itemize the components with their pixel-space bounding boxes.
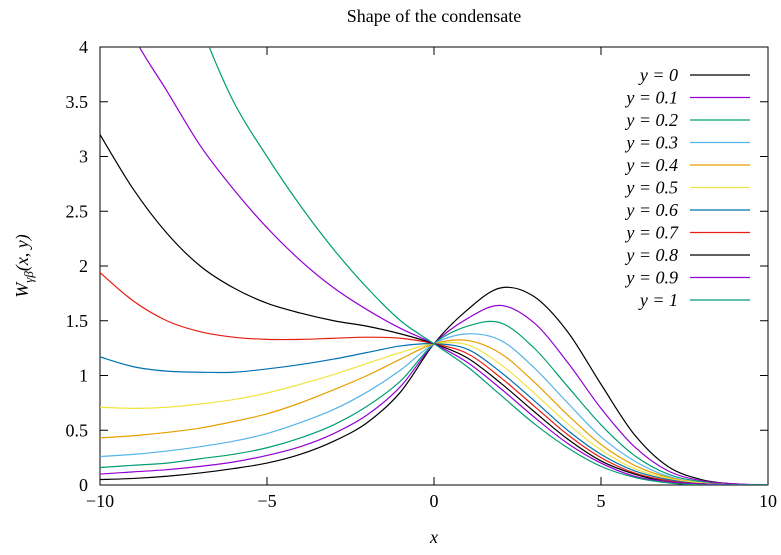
series-line	[100, 333, 768, 485]
y-label-main: W	[12, 281, 32, 298]
y-tick-label: 3	[79, 147, 88, 167]
y-tick-label: 2.5	[66, 201, 89, 221]
series-line	[138, 47, 768, 485]
legend-label: y = 0.2	[624, 110, 678, 130]
y-tick-label: 0.5	[66, 420, 89, 440]
legend-label: y = 0.6	[624, 200, 678, 220]
x-axis-label: x	[429, 527, 438, 547]
legend-label: y = 0.9	[624, 268, 678, 288]
series-line	[100, 343, 768, 485]
x-tick-label: 0	[430, 491, 439, 511]
series-line	[100, 286, 768, 485]
legend-label: y = 0	[638, 65, 678, 85]
y-tick-label: 4	[79, 37, 88, 57]
legend-label: y = 0.7	[624, 223, 679, 243]
x-tick-label: −10	[86, 491, 114, 511]
legend-label: y = 0.5	[624, 178, 678, 198]
y-label-args: (x, y)	[12, 234, 33, 271]
series-line	[100, 341, 768, 485]
x-tick-label: 5	[597, 491, 606, 511]
legend-label: y = 0.3	[624, 133, 678, 153]
legend-label: y = 0.1	[624, 88, 678, 108]
series-line	[100, 320, 768, 485]
x-tick-label: −5	[257, 491, 276, 511]
y-tick-label: 3.5	[66, 92, 89, 112]
series-line	[208, 47, 768, 485]
legend-label: y = 0.4	[624, 155, 678, 175]
x-tick-label: 10	[759, 491, 777, 511]
y-tick-label: 0	[79, 475, 88, 495]
legend-label: y = 0.8	[624, 245, 678, 265]
legend-label: y = 1	[638, 290, 678, 310]
y-tick-label: 2	[79, 256, 88, 276]
y-axis-label: Wγβ(x, y)	[12, 234, 36, 298]
plot-area	[100, 47, 768, 485]
y-label-sub: γβ	[21, 271, 36, 283]
series-line	[100, 339, 768, 485]
y-tick-label: 1.5	[66, 311, 89, 331]
chart-title: Shape of the condensate	[347, 6, 521, 26]
y-tick-label: 1	[79, 366, 88, 386]
